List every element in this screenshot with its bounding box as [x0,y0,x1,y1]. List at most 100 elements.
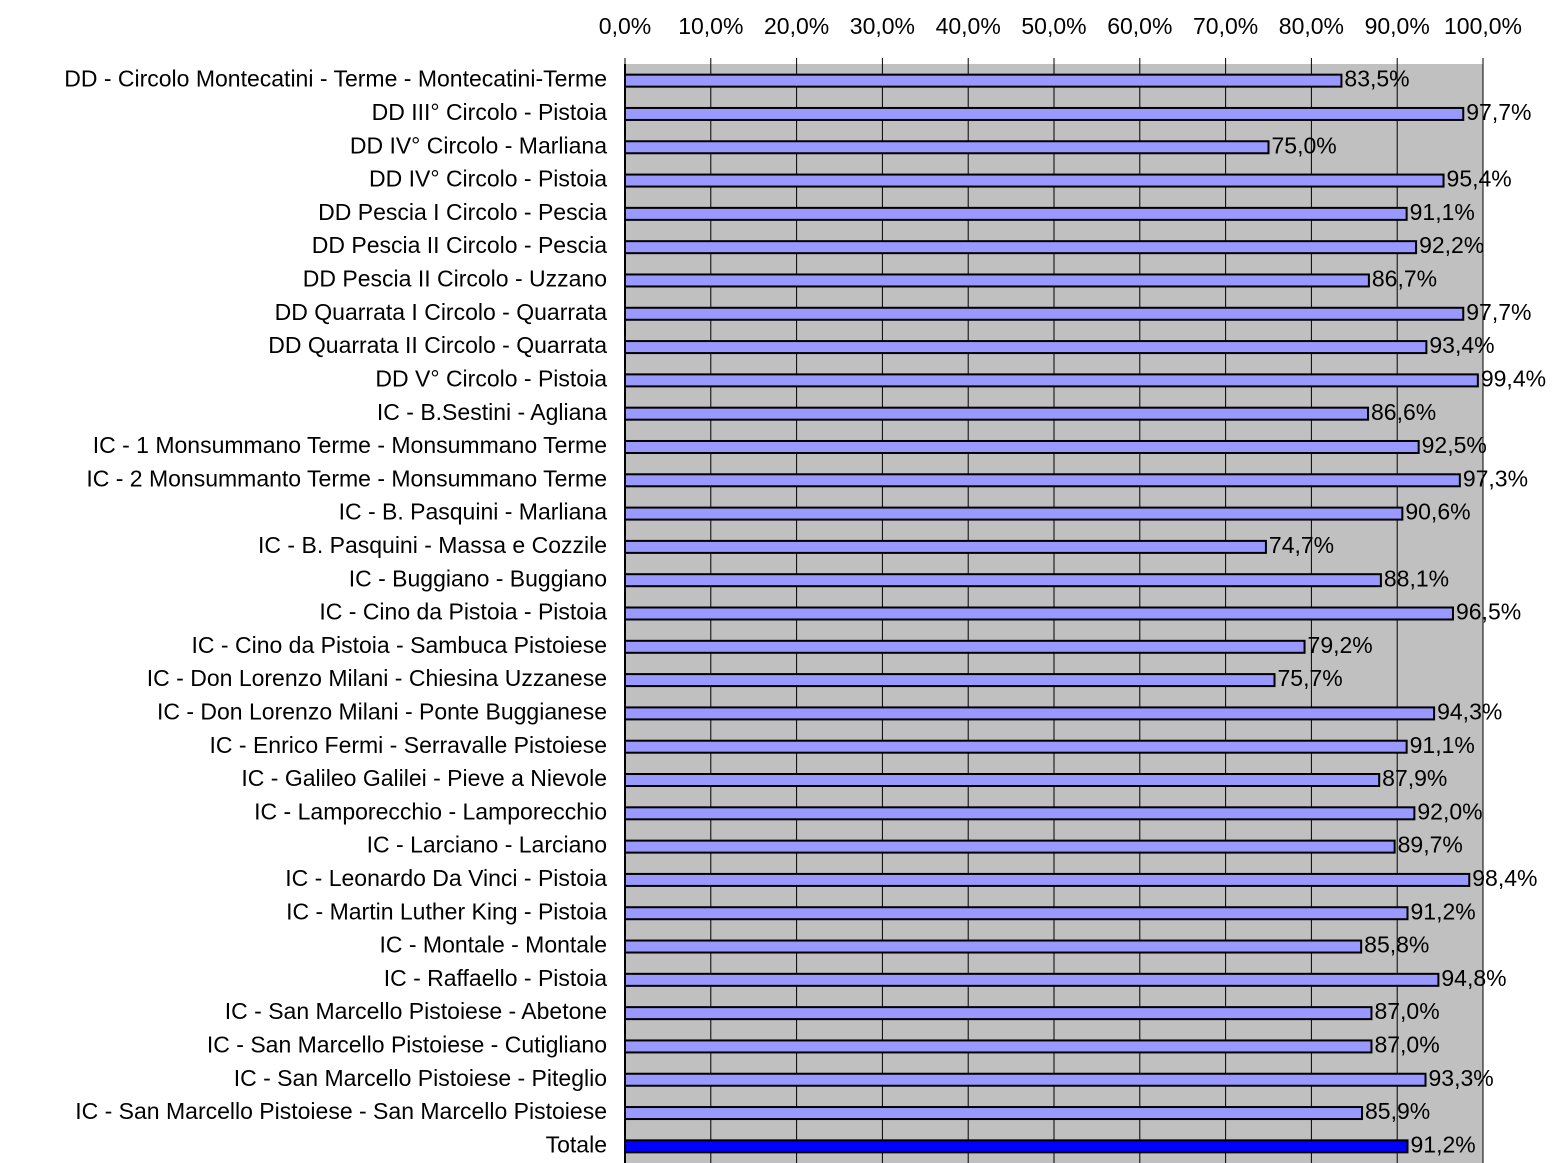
x-tick-label: 0,0% [599,13,651,39]
bar [624,340,1428,355]
value-label: 75,0% [1272,132,1337,158]
value-label: 87,0% [1374,1032,1439,1058]
y-tick-label: DD IV° Circolo - Pistoia [369,166,607,192]
bar [624,972,1440,987]
bar [624,273,1370,288]
bar [624,539,1267,554]
y-tick-label: IC - B. Pasquini - Marliana [339,499,608,525]
y-tick-label: IC - 1 Monsummano Terme - Monsummano Ter… [93,432,607,458]
x-tick-label: 10,0% [678,13,743,39]
bar [624,206,1408,221]
value-label: 79,2% [1308,632,1373,658]
x-tick-label: 40,0% [936,13,1001,39]
y-tick-label: DD V° Circolo - Pistoia [375,365,607,391]
x-tick-label: 70,0% [1193,13,1258,39]
value-label: 96,5% [1456,599,1521,625]
bar [624,773,1381,788]
y-tick-label: IC - B. Pasquini - Massa e Cozzile [258,532,607,558]
bar [624,140,1270,155]
y-tick-label: IC - Martin Luther King - Pistoia [286,898,607,924]
bar [624,639,1306,654]
bar [624,872,1471,887]
value-label: 97,7% [1466,99,1531,125]
bar [624,473,1461,488]
bar [624,1006,1373,1021]
bar [624,739,1408,754]
y-tick-label: DD Quarrata II Circolo - Quarrata [268,332,607,358]
y-tick-label: IC - Don Lorenzo Milani - Ponte Buggiane… [157,698,607,724]
bar [624,406,1370,421]
value-label: 91,1% [1410,732,1475,758]
bar [624,73,1343,88]
y-tick-label: IC - Raffaello - Pistoia [384,965,607,991]
value-label: 97,7% [1466,299,1531,325]
y-tick-label: IC - San Marcello Pistoiese - Piteglio [234,1065,607,1091]
bar [624,939,1363,954]
bar [624,240,1418,255]
bar [624,173,1445,188]
value-label: 99,4% [1481,365,1546,391]
x-tick-label: 50,0% [1021,13,1086,39]
y-tick-label: DD Pescia II Circolo - Uzzano [303,266,607,292]
y-tick-label: DD Quarrata I Circolo - Quarrata [275,299,608,325]
y-tick-label: Totale [546,1131,607,1157]
value-label: 86,7% [1372,266,1437,292]
value-label: 93,3% [1429,1065,1494,1091]
y-tick-label: IC - San Marcello Pistoiese - San Marcel… [75,1098,607,1124]
bar [624,373,1479,388]
value-label: 92,2% [1419,232,1484,258]
x-tick-label: 80,0% [1279,13,1344,39]
bar [624,839,1396,854]
bar [624,906,1409,921]
bar [624,439,1420,454]
bar [624,806,1416,821]
value-label: 89,7% [1398,832,1463,858]
y-tick-label: IC - San Marcello Pistoiese - Abetone [225,998,607,1024]
value-label: 86,6% [1371,399,1436,425]
y-tick-label: IC - Cino da Pistoia - Pistoia [319,599,607,625]
value-label: 98,4% [1472,865,1537,891]
value-label: 91,1% [1410,199,1475,225]
bar [624,1039,1373,1054]
value-label: 90,6% [1405,499,1470,525]
bar [624,1072,1427,1087]
value-label: 75,7% [1278,665,1343,691]
bar [624,106,1465,121]
y-tick-label: IC - B.Sestini - Agliana [377,399,607,425]
value-label: 85,9% [1365,1098,1430,1124]
value-label: 74,7% [1269,532,1334,558]
value-label: 87,0% [1374,998,1439,1024]
x-tick-label: 30,0% [850,13,915,39]
y-tick-label: IC - Cino da Pistoia - Sambuca Pistoiese [192,632,607,658]
value-label: 87,9% [1382,765,1447,791]
value-label: 97,3% [1463,465,1528,491]
value-label: 91,2% [1410,1131,1475,1157]
y-tick-label: IC - Leonardo Da Vinci - Pistoia [285,865,607,891]
value-label: 85,8% [1364,932,1429,958]
bar [624,706,1436,721]
bar [624,673,1276,688]
y-tick-label: IC - Larciano - Larciano [367,832,607,858]
bar [624,573,1382,588]
bar [624,506,1404,521]
y-tick-label: IC - Galileo Galilei - Pieve a Nievole [241,765,607,791]
value-label: 94,8% [1441,965,1506,991]
bar [624,1139,1409,1154]
x-tick-label: 90,0% [1365,13,1430,39]
y-tick-label: DD Pescia I Circolo - Pescia [318,199,607,225]
value-label: 88,1% [1384,565,1449,591]
bar [624,606,1454,621]
y-tick-label: DD - Circolo Montecatini - Terme - Monte… [64,66,607,92]
value-label: 92,0% [1417,798,1482,824]
value-label: 95,4% [1447,166,1512,192]
value-label: 92,5% [1422,432,1487,458]
value-label: 91,2% [1410,898,1475,924]
value-label: 93,4% [1429,332,1494,358]
x-tick-label: 100,0% [1444,13,1522,39]
x-tick-label: 60,0% [1107,13,1172,39]
value-label: 94,3% [1437,698,1502,724]
value-label: 83,5% [1344,66,1409,92]
y-tick-label: IC - Montale - Montale [379,932,607,958]
y-tick-label: IC - Enrico Fermi - Serravalle Pistoiese [210,732,608,758]
x-tick-label: 20,0% [764,13,829,39]
